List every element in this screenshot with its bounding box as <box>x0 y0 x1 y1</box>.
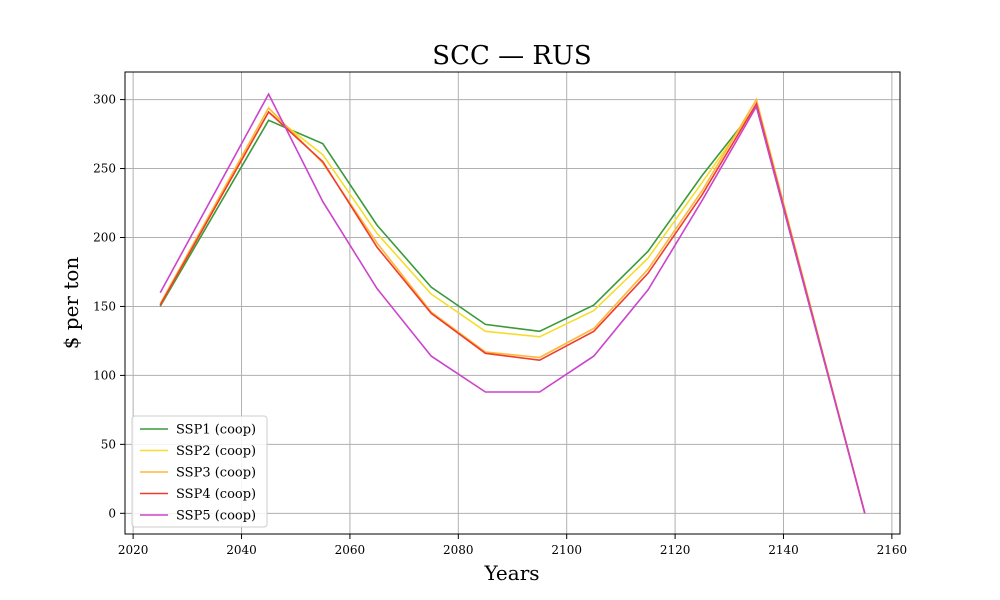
plot-frame <box>124 71 901 535</box>
x-tick-label: 2020 <box>118 543 149 557</box>
y-tick-label: 300 <box>93 93 116 107</box>
series-line-5 <box>159 92 866 514</box>
legend-label: SSP4 (coop) <box>176 487 256 502</box>
series-line-1 <box>159 104 866 514</box>
x-tick-label: 2160 <box>877 543 908 557</box>
y-tick-label: 150 <box>93 299 116 313</box>
legend-label: SSP5 (coop) <box>176 509 256 524</box>
y-tick-label: 100 <box>93 368 116 382</box>
legend: SSP1 (coop) SSP2 (coop) SSP3 (coop) SSP4 (c… <box>131 415 268 528</box>
y-tick-label: 200 <box>93 230 116 244</box>
series-line-4 <box>159 101 866 514</box>
x-tick-label: 2140 <box>768 543 799 557</box>
x-tick-label: 2040 <box>226 543 257 557</box>
y-tick-label: 0 <box>108 506 116 520</box>
legend-label: SSP2 (coop) <box>176 444 256 459</box>
legend-label: SSP1 (coop) <box>176 423 256 438</box>
x-axis-label: Years <box>483 561 539 585</box>
legend-box <box>131 415 268 528</box>
y-axis-label: $ per ton <box>59 257 83 350</box>
legend-label: SSP3 (coop) <box>176 466 256 481</box>
y-tick-label: 50 <box>101 437 116 451</box>
grid <box>125 72 900 534</box>
axis-ticks: 2020 2040 2060 2080 2100 2120 2140 2160 0 50 100 15… <box>93 93 907 557</box>
series-line-2 <box>159 103 866 514</box>
x-tick-label: 2080 <box>443 543 474 557</box>
x-tick-label: 2060 <box>335 543 366 557</box>
x-tick-label: 2100 <box>551 543 582 557</box>
y-tick-label: 250 <box>93 162 116 176</box>
chart-title: SCC — RUS <box>432 41 591 71</box>
series-lines <box>159 92 866 514</box>
x-tick-label: 2120 <box>660 543 691 557</box>
